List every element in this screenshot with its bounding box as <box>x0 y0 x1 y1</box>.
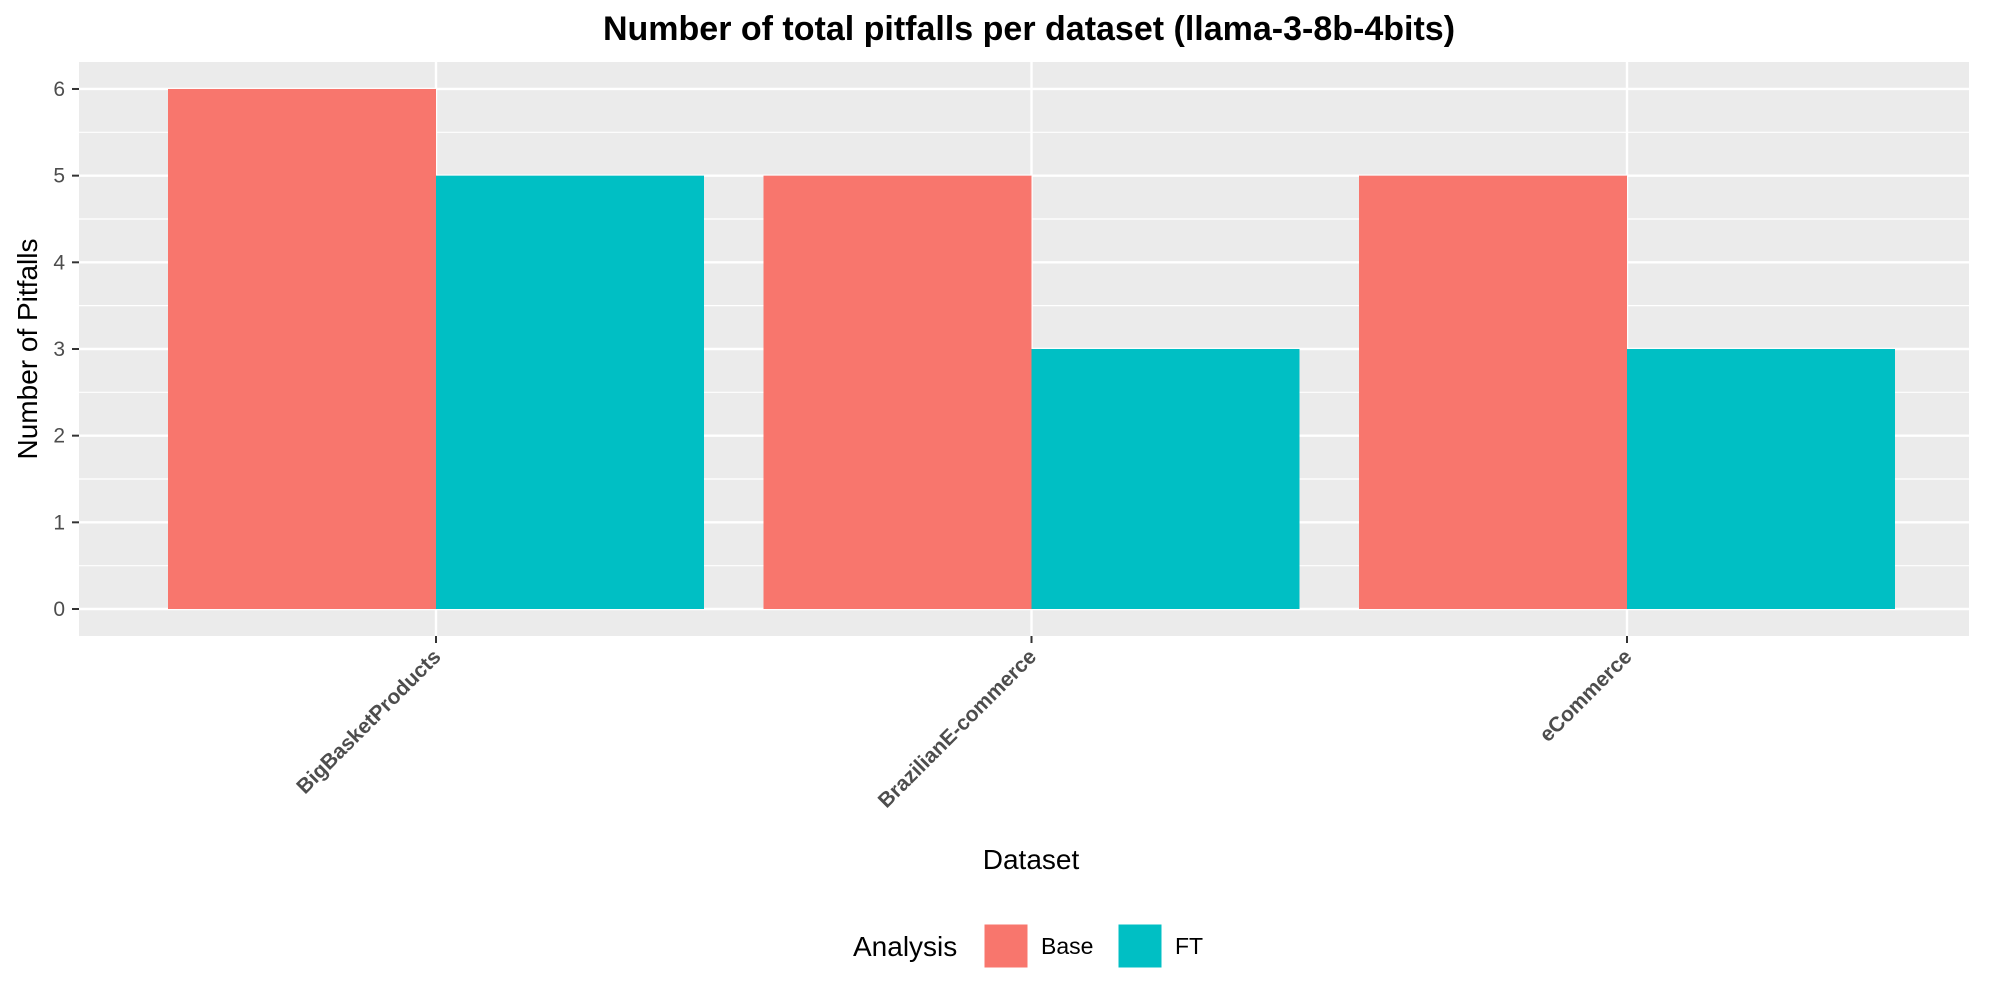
bar-ft-bigbasketproducts <box>436 175 704 609</box>
legend-key-ft <box>1117 923 1163 969</box>
x-axis-title: Dataset <box>983 844 1080 875</box>
bar-ft-braziliane-commerce <box>1031 348 1300 609</box>
legend-items: Base FT <box>983 923 1203 969</box>
y-tick-label: 1 <box>53 511 65 534</box>
y-tick-label: 3 <box>53 338 65 361</box>
y-axis-title: Number of Pitfalls <box>12 239 43 460</box>
legend-key-base <box>983 923 1029 969</box>
y-tick-label: 2 <box>53 425 65 448</box>
y-tick-label: 0 <box>53 598 65 621</box>
x-tick-label: eCommerce <box>1535 645 1636 746</box>
legend-title: Analysis <box>853 931 957 962</box>
legend-label-base: Base <box>1041 933 1093 959</box>
bar-base-bigbasketproducts <box>168 88 436 610</box>
bars <box>168 88 1895 610</box>
bar-ft-ecommerce <box>1627 348 1895 609</box>
y-tick-label: 6 <box>53 78 65 101</box>
chart-title: Number of total pitfalls per dataset (ll… <box>603 10 1455 48</box>
y-tick-label: 5 <box>53 165 65 188</box>
bar-base-braziliane-commerce <box>763 175 1032 609</box>
x-tick-label: BrazilianE-commerce <box>874 645 1041 812</box>
x-axis: BigBasketProducts BrazilianE-commerce eCom… <box>292 636 1637 813</box>
bar-base-ecommerce <box>1359 175 1627 609</box>
y-axis: 0 1 2 3 4 5 6 <box>53 78 79 621</box>
legend: Analysis Base FT <box>853 923 1203 969</box>
y-tick-label: 4 <box>53 251 65 274</box>
x-tick-label: BigBasketProducts <box>292 645 445 798</box>
legend-label-ft: FT <box>1175 933 1203 959</box>
